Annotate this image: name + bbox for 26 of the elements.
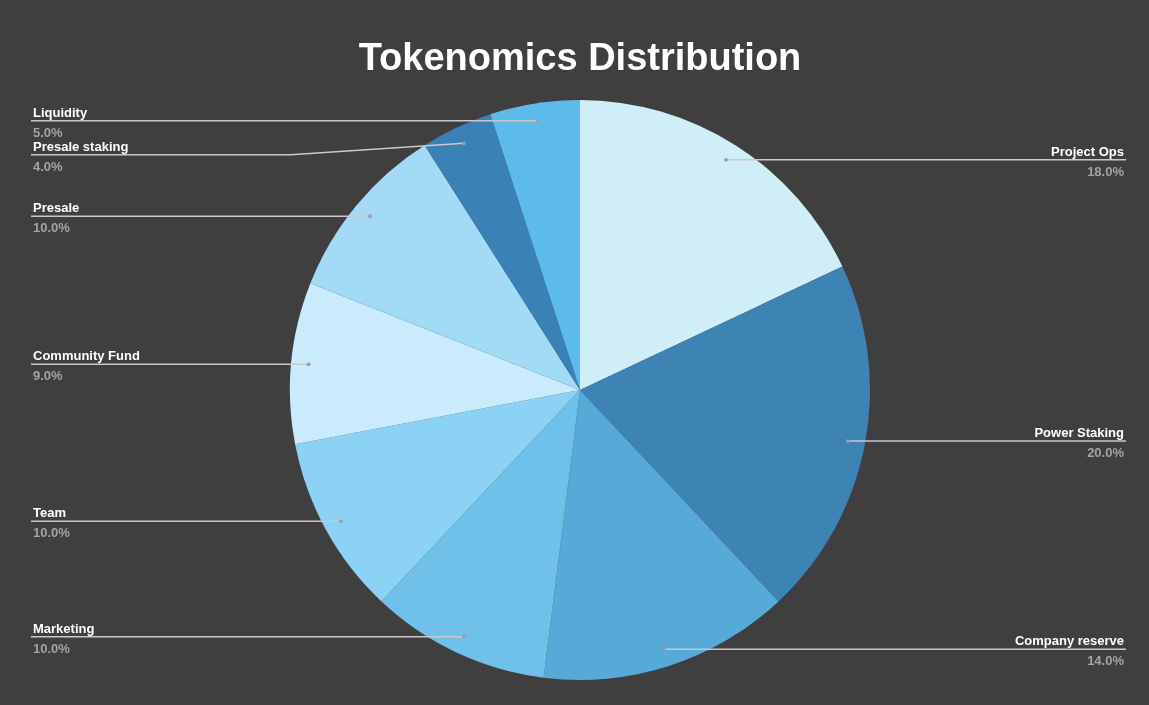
slice-label: Team [33, 505, 66, 521]
pie-slice [580, 266, 870, 602]
pie-slice [490, 100, 580, 390]
slice-label: Presale [33, 200, 80, 216]
data-label: 20.0% [1087, 445, 1125, 461]
chart-title: Tokenomics Distribution [358, 36, 802, 78]
slice-label: Power Staking [1034, 425, 1125, 441]
slice-label: Project Ops [1051, 143, 1124, 159]
data-label: 10.0% [33, 220, 71, 236]
pie-slice [310, 145, 580, 390]
slice-label: Company reserve [1014, 633, 1124, 649]
data-label: 14.0% [1087, 653, 1125, 669]
data-label: 4.0% [33, 158, 64, 174]
pie-slice [424, 114, 580, 390]
slice-label: Community Fund [33, 348, 140, 364]
data-label: 9.0% [33, 368, 64, 384]
slice-label: Presale staking [33, 138, 129, 154]
slice-label: Liquidity [33, 104, 88, 120]
data-label: 10.0% [33, 640, 71, 656]
pie-slice [543, 390, 779, 680]
data-label: 10.0% [33, 525, 71, 541]
pie-slice [381, 390, 580, 678]
slice-label: Marketing [33, 620, 95, 636]
data-label: 5.0% [33, 124, 64, 140]
pie-slice [295, 390, 580, 602]
data-label: 18.0% [1087, 163, 1125, 179]
